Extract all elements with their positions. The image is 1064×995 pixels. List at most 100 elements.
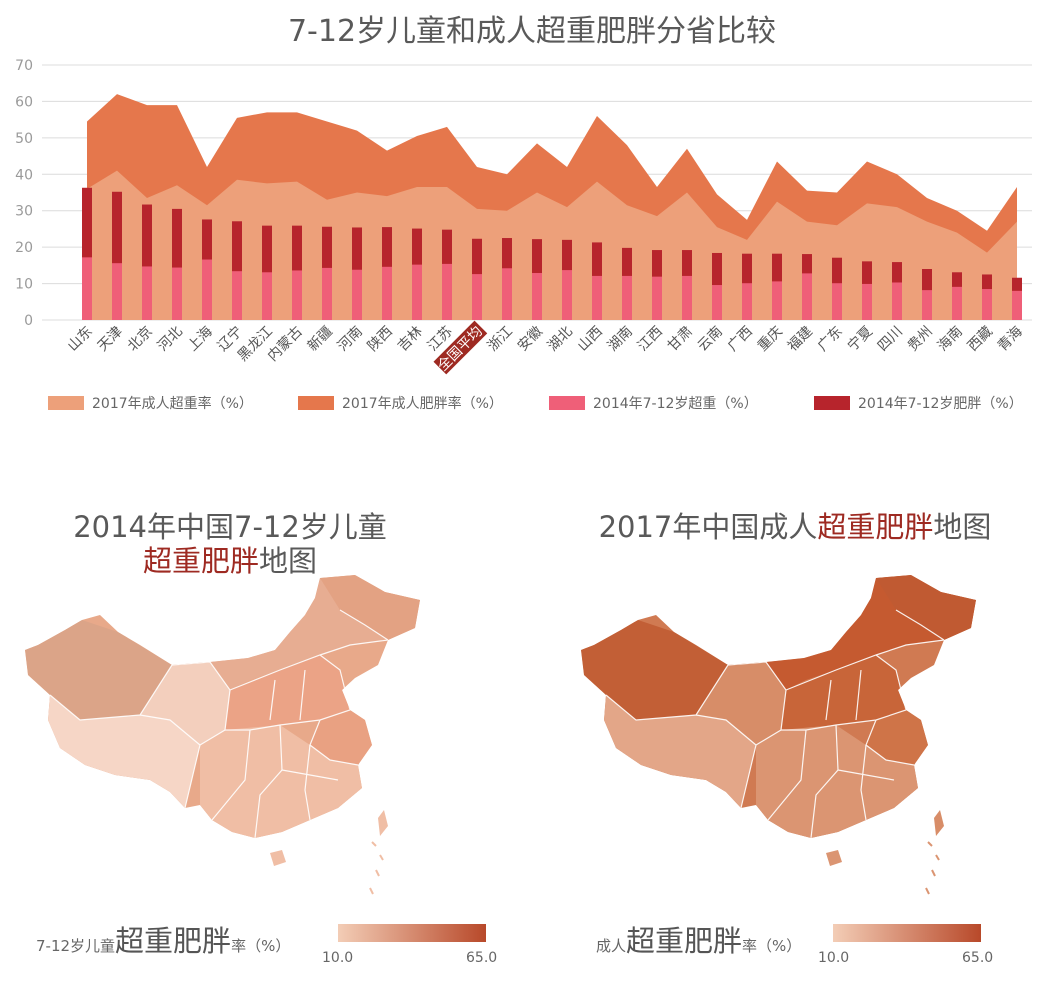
bar-child-overweight	[712, 285, 722, 320]
x-tick-label: 贵州	[905, 324, 936, 355]
left-scale-min: 10.0	[322, 950, 354, 966]
legend-label: 2014年7-12岁肥胖（%）	[858, 396, 1023, 412]
bar-child-overweight	[382, 266, 392, 320]
x-tick-label: 福建	[785, 324, 816, 355]
x-tick-label: 湖北	[545, 324, 576, 355]
left-map-title-line1: 2014年中国7-12岁儿童	[73, 510, 387, 544]
right-china-map	[581, 575, 976, 895]
y-tick-label: 0	[24, 313, 33, 329]
right-map-title: 2017年中国成人超重肥胖地图	[560, 510, 1030, 544]
left-map-title: 2014年中国7-12岁儿童 超重肥胖地图	[20, 510, 440, 578]
bar-child-obesity	[142, 204, 152, 320]
right-map-borders	[605, 609, 945, 838]
right-color-scale-bar	[833, 924, 981, 942]
bar-child-overweight	[172, 267, 182, 320]
legend-label: 2017年成人超重率（%）	[92, 396, 253, 412]
x-tick-label: 湖南	[605, 324, 636, 355]
x-tick-label: 甘肃	[665, 324, 696, 355]
left-map-title-highlight: 超重肥胖	[142, 544, 259, 578]
bar-child-overweight	[502, 268, 512, 320]
x-tick-label: 广西	[725, 324, 756, 355]
x-tick-label: 陕西	[365, 324, 396, 355]
chart-area: 010203040506070山东天津北京河北上海辽宁黑龙江内蒙古新疆河南陕西吉…	[15, 58, 1032, 375]
y-tick-label: 70	[15, 58, 33, 74]
x-tick-label: 浙江	[485, 324, 516, 355]
bar-child-overweight	[832, 283, 842, 320]
y-tick-label: 30	[15, 204, 33, 220]
left-scale-label: 7-12岁儿童超重肥胖率（%）	[36, 918, 290, 960]
legend-item-child-overweight: 2014年7-12岁超重（%）	[549, 393, 758, 413]
legend-item-adult-overweight: 2017年成人超重率（%）	[48, 393, 253, 413]
bar-child-overweight	[592, 275, 602, 320]
legend-label: 2014年7-12岁超重（%）	[593, 396, 758, 412]
bar-child-obesity	[172, 208, 182, 320]
x-tick-label: 海南	[935, 324, 966, 355]
x-tick-label: 宁夏	[844, 323, 876, 355]
bar-child-overweight	[652, 276, 662, 320]
bar-child-overweight	[142, 266, 152, 320]
legend-item-adult-obesity: 2017年成人肥胖率（%）	[298, 393, 503, 413]
right-scale-suffix: 率（%）	[742, 937, 802, 955]
bar-child-overweight	[262, 272, 272, 320]
right-map-title-prefix: 2017年中国成人	[598, 510, 818, 544]
bar-child-overweight	[742, 283, 752, 320]
right-map-title-highlight: 超重肥胖	[817, 510, 934, 544]
bar-child-overweight	[472, 274, 482, 320]
x-tick-label: 安徽	[515, 324, 546, 355]
bar-child-overweight	[412, 264, 422, 320]
right-scale-min: 10.0	[818, 950, 850, 966]
legend-swatch	[298, 396, 334, 410]
left-map-title-line2: 超重肥胖地图	[20, 544, 440, 578]
bar-child-overweight	[232, 271, 242, 320]
bar-child-overweight	[1012, 290, 1022, 320]
bar-child-overweight	[622, 275, 632, 320]
x-tick-label: 青海	[995, 324, 1026, 355]
bar-child-overweight	[862, 283, 872, 320]
right-scale-big: 超重肥胖	[626, 924, 743, 958]
left-scale-suffix: 率（%）	[231, 937, 291, 955]
legend-label: 2017年成人肥胖率（%）	[342, 396, 503, 412]
left-map-taiwan	[378, 810, 388, 836]
x-tick-label: 云南	[695, 324, 726, 355]
right-map-provinces	[581, 575, 976, 838]
x-tick-label: 吉林	[395, 324, 426, 355]
bar-child-overweight	[892, 282, 902, 320]
x-tick-label: 河南	[335, 324, 366, 355]
left-map-hainan	[270, 850, 286, 866]
x-tick-label: 上海	[185, 324, 216, 355]
legend-swatch	[549, 396, 585, 410]
x-tick-label: 西藏	[965, 324, 996, 355]
bar-child-overweight	[352, 269, 362, 320]
bar-child-obesity	[232, 221, 242, 320]
legend-swatch	[814, 396, 850, 410]
x-tick-label: 重庆	[755, 324, 786, 355]
bar-child-overweight	[982, 289, 992, 320]
bar-child-overweight	[562, 270, 572, 320]
x-tick-label: 内蒙古	[265, 324, 306, 365]
bar-child-overweight	[682, 275, 692, 320]
bar-child-overweight	[532, 273, 542, 320]
left-scale-prefix: 7-12岁儿童	[36, 937, 116, 955]
left-color-scale-bar	[338, 924, 486, 942]
left-map-islands	[369, 841, 384, 895]
x-tick-label: 山东	[65, 324, 96, 355]
y-tick-label: 40	[15, 167, 33, 183]
x-tick-highlight-box	[433, 320, 488, 375]
bar-child-obesity	[112, 191, 122, 320]
left-map-title-suffix: 地图	[259, 544, 318, 578]
legend-item-child-obesity: 2014年7-12岁肥胖（%）	[814, 393, 1023, 413]
bar-child-overweight	[82, 257, 92, 320]
left-scale-max: 65.0	[466, 950, 498, 966]
right-scale-prefix: 成人	[596, 937, 627, 955]
bar-child-overweight	[202, 259, 212, 320]
x-tick-label: 江西	[635, 324, 666, 355]
x-tick-label: 四川	[875, 324, 906, 355]
y-tick-label: 10	[15, 277, 33, 293]
left-china-map	[25, 575, 420, 895]
left-scale-big: 超重肥胖	[115, 924, 232, 958]
right-map-islands	[925, 841, 940, 895]
x-tick-label: 河北	[155, 324, 186, 355]
x-tick-label: 新疆	[305, 324, 336, 355]
bar-child-overweight	[442, 263, 452, 320]
bar-child-obesity	[82, 187, 92, 320]
